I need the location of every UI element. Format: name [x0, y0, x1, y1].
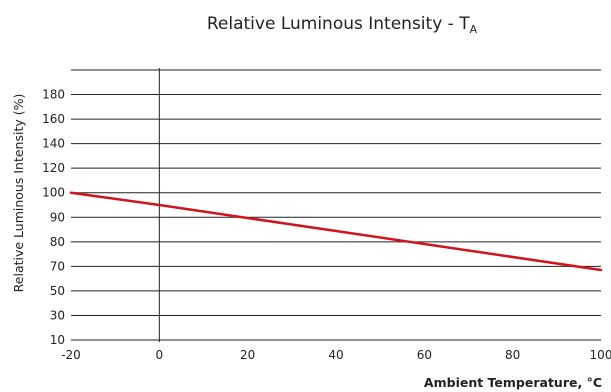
series-line: [69, 191, 603, 272]
x-tick-label: 20: [240, 348, 255, 362]
x-tick-label: 0: [156, 348, 164, 362]
x-tick-label: 100: [590, 348, 611, 362]
y-tick-label: 70: [50, 259, 65, 273]
chart-title: Relative Luminous Intensity - TA: [207, 14, 478, 36]
y-tick-label: 180: [42, 88, 65, 102]
y-tick-label: 140: [42, 137, 65, 151]
y-tick-labels: 10 30 50 70 80 90 100 120 140 160 180: [42, 88, 65, 347]
x-tick-labels: -20 0 20 40 60 80 100: [61, 348, 611, 362]
y-tick-label: 10: [50, 333, 65, 347]
x-tick-label: -20: [61, 348, 81, 362]
y-axis-label: Relative Luminous Intensity (%): [11, 94, 26, 293]
y-tick-label: 30: [50, 308, 65, 322]
series-group: [69, 191, 603, 272]
y-tick-label: 90: [50, 210, 65, 224]
y-tick-label: 50: [50, 284, 65, 298]
y-tick-label: 160: [42, 112, 65, 126]
x-tick-label: 80: [505, 348, 520, 362]
x-axis-label: Ambient Temperature, °C: [424, 375, 602, 390]
y-tick-label: 80: [50, 235, 65, 249]
y-tick-label: 100: [42, 186, 65, 200]
y-tick-label: 120: [42, 161, 65, 175]
x-tick-label: 60: [417, 348, 432, 362]
x-tick-label: 40: [328, 348, 343, 362]
